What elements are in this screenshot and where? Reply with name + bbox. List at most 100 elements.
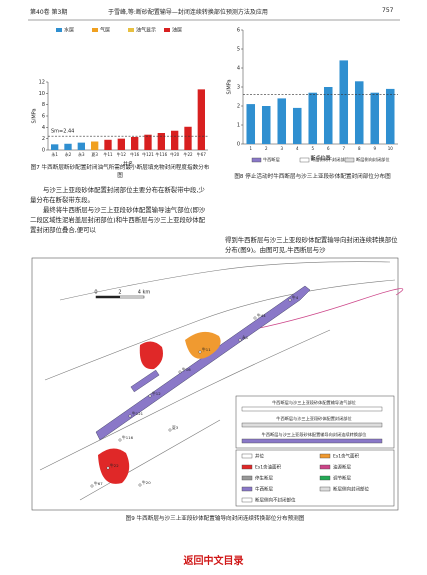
bar bbox=[277, 98, 287, 144]
well bbox=[253, 316, 257, 320]
legend-swatch bbox=[241, 486, 253, 492]
y-tick-label: 4 bbox=[42, 125, 45, 131]
y-tick-label: 5 bbox=[237, 47, 240, 53]
y-tick-label: 2 bbox=[237, 104, 240, 110]
well bbox=[106, 466, 110, 470]
x-tick-label: 4 bbox=[296, 146, 299, 151]
well bbox=[118, 438, 122, 442]
x-axis-label: 断点位置 bbox=[310, 155, 330, 162]
y-axis-label: S/MPa bbox=[32, 108, 38, 123]
bar bbox=[91, 141, 99, 150]
well bbox=[178, 370, 182, 374]
bar bbox=[292, 107, 302, 144]
well bbox=[288, 298, 292, 302]
x-tick-label: 5 bbox=[311, 146, 314, 151]
fault bbox=[59, 261, 391, 301]
oil-area bbox=[139, 341, 163, 370]
x-tick-label: 6 bbox=[327, 146, 330, 151]
bar bbox=[131, 136, 139, 150]
x-tick-label: 3 bbox=[280, 146, 283, 151]
bar bbox=[117, 138, 125, 150]
x-tick-label: 夏3 bbox=[91, 151, 98, 157]
bar bbox=[184, 126, 192, 150]
legend-label: 牛西断层 bbox=[263, 156, 280, 163]
bar bbox=[104, 139, 112, 150]
legend-label: 油气显示 bbox=[136, 27, 156, 34]
bar bbox=[370, 92, 380, 144]
inset-label: 牛西断层与沙三上亚段砂体配置封闭部位 bbox=[276, 415, 351, 422]
well-label: 牛116 bbox=[122, 435, 134, 440]
figure-caption: 图8 停止活动时牛西断层与沙三上亚段砂体配置封闭部位分布图 bbox=[234, 174, 391, 180]
niuxi-fault bbox=[95, 285, 311, 441]
legend-label: Es1含气面积 bbox=[333, 453, 360, 460]
x-tick-label: 10 bbox=[388, 146, 394, 151]
inset-label: 牛西断层与沙三上亚段砂体配置输导向封闭连续转换部位 bbox=[262, 431, 367, 438]
x-tick-label: 8 bbox=[358, 146, 361, 151]
legend-label: 停生断层 bbox=[255, 475, 273, 482]
bar bbox=[385, 88, 395, 144]
legend-swatch bbox=[56, 28, 62, 32]
x-tick-label: 牛67 bbox=[197, 151, 207, 157]
fault bbox=[39, 329, 331, 471]
bar bbox=[246, 104, 256, 144]
legend-swatch bbox=[241, 497, 253, 503]
legend-swatch bbox=[251, 157, 262, 163]
y-tick-label: 12 bbox=[39, 80, 45, 86]
x-tick-label: 牛16 bbox=[130, 151, 140, 157]
running-title: 于雪峰,等:断砂配置输导—封闭连续转换部位预测方法及应用 bbox=[108, 9, 268, 16]
x-tick-label: 牛11 bbox=[103, 151, 113, 157]
well bbox=[138, 483, 142, 487]
inset-label: 牛西断层与沙三上亚段砂体配置输导油气部位 bbox=[272, 399, 356, 406]
legend-label: 调节断层 bbox=[333, 475, 351, 482]
legend-label: 水层 bbox=[64, 27, 74, 34]
y-tick-label: 2 bbox=[42, 136, 45, 142]
legend-swatch bbox=[92, 28, 98, 32]
x-tick-label: 牛12 bbox=[117, 151, 127, 157]
oil-area bbox=[98, 448, 130, 484]
well-label: 牛121 bbox=[132, 411, 144, 416]
gas-area bbox=[185, 331, 221, 359]
legend-label: 气层 bbox=[100, 27, 110, 34]
y-tick-label: 3 bbox=[237, 85, 240, 91]
bar bbox=[197, 89, 205, 150]
legend-label: 断层侧向不封闭部位 bbox=[311, 156, 349, 163]
legend-label: 断层侧向封闭部位 bbox=[356, 156, 390, 163]
legend-swatch bbox=[319, 486, 331, 492]
well bbox=[198, 350, 202, 354]
x-tick-label: 1 bbox=[249, 146, 252, 151]
well-label: 永1 bbox=[242, 335, 249, 340]
y-tick-label: 8 bbox=[42, 102, 45, 108]
bar bbox=[261, 106, 271, 144]
back-link[interactable]: 返回中文目录 bbox=[183, 556, 244, 567]
well bbox=[168, 428, 172, 432]
x-tick-label: 牛22 bbox=[183, 151, 193, 157]
legend-label: 牛西断层 bbox=[255, 486, 273, 493]
fault bbox=[44, 279, 396, 381]
well bbox=[90, 484, 94, 488]
y-tick-label: 1 bbox=[237, 123, 240, 129]
map: 0 2 4 km 牛4 牛44 牛11 牛16 牛12 牛121 牛116 牛22 牛67 永1 夏3 牛2… bbox=[31, 257, 404, 511]
scale-label: 2 bbox=[118, 290, 121, 296]
x-tick-label: 永2 bbox=[65, 151, 72, 157]
page-number: 757 bbox=[382, 7, 394, 14]
legend-swatch bbox=[164, 28, 170, 32]
y-tick-label: 0 bbox=[42, 148, 45, 154]
well-label: 牛44 bbox=[257, 313, 266, 318]
scale-label: 4 km bbox=[138, 290, 151, 296]
transition-segment bbox=[130, 369, 160, 393]
y-tick-label: 4 bbox=[237, 66, 240, 72]
legend-label: 油源断层 bbox=[333, 464, 351, 471]
volume: 第40卷 第3期 bbox=[30, 9, 68, 16]
y-tick-label: 0 bbox=[237, 142, 240, 148]
bar bbox=[308, 92, 318, 144]
figure-caption: 图7 牛西断层断砂配置封闭油气所需的最小断层填充物封闭程度指数分布图 bbox=[30, 165, 210, 179]
well-label: 牛11 bbox=[202, 347, 211, 352]
legend-label: 井位 bbox=[255, 453, 264, 460]
bar bbox=[339, 60, 349, 144]
legend-box bbox=[235, 449, 395, 507]
legend-label: 油层 bbox=[172, 27, 182, 34]
bar bbox=[323, 87, 333, 144]
figure-caption: 图9 牛西断层与沙三上亚段砂体配置输导向封闭连续转换部位分布预测图 bbox=[125, 516, 305, 522]
